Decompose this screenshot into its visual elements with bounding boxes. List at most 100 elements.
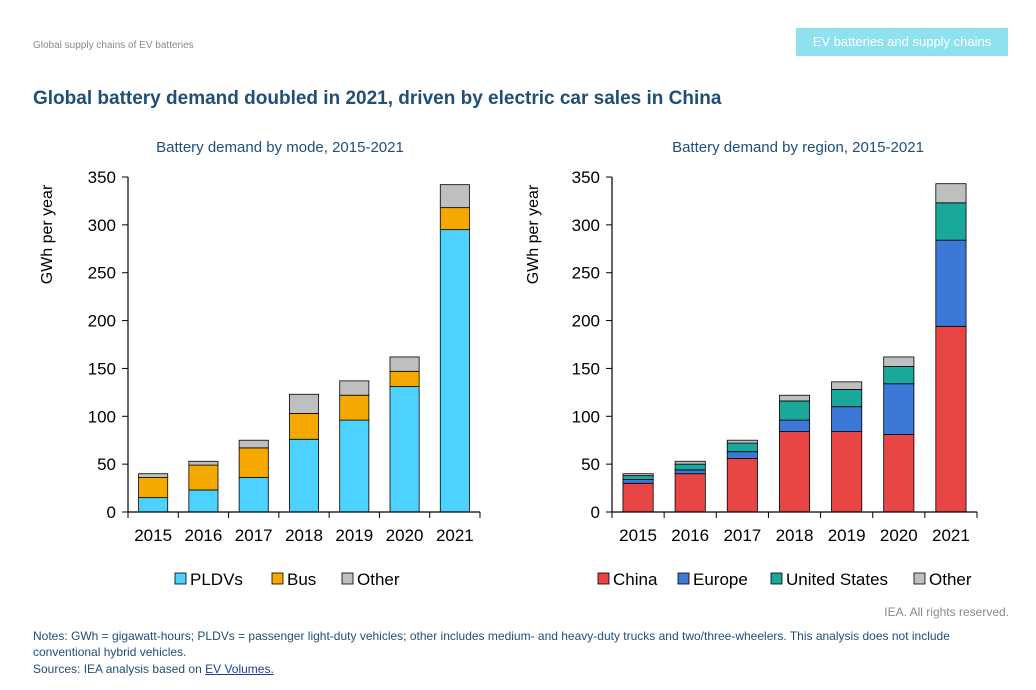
bar-other (389, 356, 420, 372)
bar-pldvs (188, 489, 219, 513)
bar-united-states (726, 442, 758, 453)
bar-united-states (778, 400, 811, 421)
legend-swatch-pldvs (174, 572, 187, 585)
topic-tag-button[interactable]: EV batteries and supply chains (796, 28, 1008, 56)
notes-text: Notes: GWh = gigawatt-hours; PLDVs = pas… (33, 629, 950, 659)
legend-swatch-bus (271, 572, 284, 585)
bar-other (778, 394, 811, 402)
bar-china (935, 325, 967, 513)
x-tick-label: 2020 (386, 526, 424, 545)
y-axis-label: GWh per year (525, 184, 542, 284)
legend-swatch-europe (677, 572, 690, 585)
bar-bus (188, 464, 219, 491)
bar-other (138, 473, 169, 478)
x-tick-label: 2019 (335, 526, 373, 545)
bar-europe (778, 419, 811, 433)
bar-china (622, 482, 654, 513)
y-tick-label: 100 (572, 407, 600, 426)
y-tick-label: 250 (88, 264, 116, 283)
bar-other (289, 393, 319, 414)
bar-pldvs (289, 438, 319, 513)
y-tick-label: 250 (572, 264, 600, 283)
bar-bus (238, 447, 269, 478)
bar-pldvs (339, 419, 370, 513)
bar-europe (831, 406, 863, 433)
y-tick-label: 200 (88, 312, 116, 331)
bar-bus (289, 413, 319, 440)
x-tick-label: 2021 (932, 526, 970, 545)
ev-volumes-link[interactable]: EV Volumes. (205, 662, 274, 676)
x-tick-label: 2017 (723, 526, 761, 545)
legend-label-other: Other (929, 570, 972, 589)
y-axis-label: GWh per year (39, 184, 56, 284)
y-tick-label: 100 (88, 407, 116, 426)
sources-prefix: Sources: IEA analysis based on (33, 662, 206, 676)
bar-united-states (831, 389, 863, 408)
bar-pldvs (238, 477, 269, 513)
y-tick-label: 150 (88, 359, 116, 378)
legend-swatch-china (597, 572, 610, 585)
bar-united-states (622, 475, 654, 480)
legend-swatch-other (341, 572, 354, 585)
bar-united-states (674, 463, 706, 471)
x-tick-label: 2018 (776, 526, 814, 545)
legend-label-bus: Bus (287, 570, 316, 589)
y-tick-label: 350 (572, 168, 600, 187)
x-tick-label: 2016 (671, 526, 709, 545)
charts-area: Battery demand by mode, 2015-2021 GWh per… (39, 139, 978, 589)
y-tick-label: 300 (572, 216, 600, 235)
bar-other (238, 439, 269, 449)
bar-other (726, 439, 758, 444)
bar-bus (439, 207, 470, 231)
x-tick-label: 2017 (235, 526, 273, 545)
bar-china (778, 431, 811, 513)
bar-other (188, 460, 219, 466)
bar-china (831, 431, 863, 513)
bar-other (439, 184, 470, 209)
y-tick-label: 50 (581, 455, 600, 474)
y-tick-label: 300 (88, 216, 116, 235)
y-tick-label: 200 (572, 312, 600, 331)
chart-title: Battery demand by region, 2015-2021 (672, 139, 924, 156)
bar-united-states (935, 202, 967, 241)
x-tick-label: 2015 (134, 526, 172, 545)
bar-bus (389, 370, 420, 388)
chart-title: Battery demand by mode, 2015-2021 (156, 139, 404, 156)
bar-other (674, 460, 706, 465)
y-tick-label: 0 (107, 503, 116, 522)
y-tick-label: 350 (88, 168, 116, 187)
legend-label-pldvs: PLDVs (190, 570, 243, 589)
x-tick-label: 2016 (185, 526, 223, 545)
bar-other (831, 381, 863, 390)
bar-other (622, 473, 654, 477)
copyright-text: IEA. All rights reserved. (884, 605, 1009, 619)
legend-label-united-states: United States (786, 570, 888, 589)
y-tick-label: 0 (591, 503, 600, 522)
bar-europe (935, 239, 967, 327)
bar-europe (883, 383, 915, 435)
bar-europe (726, 451, 758, 459)
x-tick-label: 2019 (828, 526, 866, 545)
bar-pldvs (138, 497, 169, 513)
x-tick-label: 2015 (619, 526, 657, 545)
bar-other (883, 356, 915, 367)
bar-europe (622, 479, 654, 484)
bar-pldvs (439, 229, 470, 513)
bar-united-states (883, 366, 915, 385)
bar-bus (138, 477, 169, 499)
y-tick-label: 50 (97, 455, 116, 474)
bar-pldvs (389, 386, 420, 513)
x-tick-label: 2018 (285, 526, 323, 545)
bar-other (935, 183, 967, 204)
bar-china (726, 457, 758, 513)
bar-bus (339, 394, 370, 421)
legend-label-europe: Europe (693, 570, 748, 589)
legend-label-china: China (613, 570, 658, 589)
bar-china (883, 434, 915, 513)
bar-europe (674, 469, 706, 475)
x-tick-label: 2020 (880, 526, 918, 545)
bar-other (339, 380, 370, 396)
x-tick-label: 2021 (436, 526, 474, 545)
sources-line: Sources: IEA analysis based on EV Volume… (33, 662, 274, 676)
legend-swatch-united-states (770, 572, 783, 585)
